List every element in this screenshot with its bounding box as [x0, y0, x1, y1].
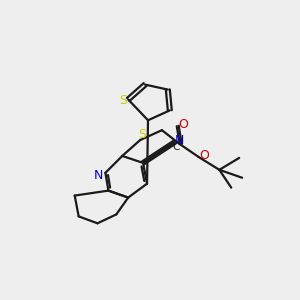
Text: O: O [179, 118, 189, 131]
Text: S: S [138, 128, 146, 141]
Text: S: S [119, 94, 127, 107]
Text: N: N [94, 169, 103, 182]
Text: C: C [172, 142, 179, 152]
Text: N: N [175, 134, 184, 147]
Text: O: O [200, 149, 209, 162]
